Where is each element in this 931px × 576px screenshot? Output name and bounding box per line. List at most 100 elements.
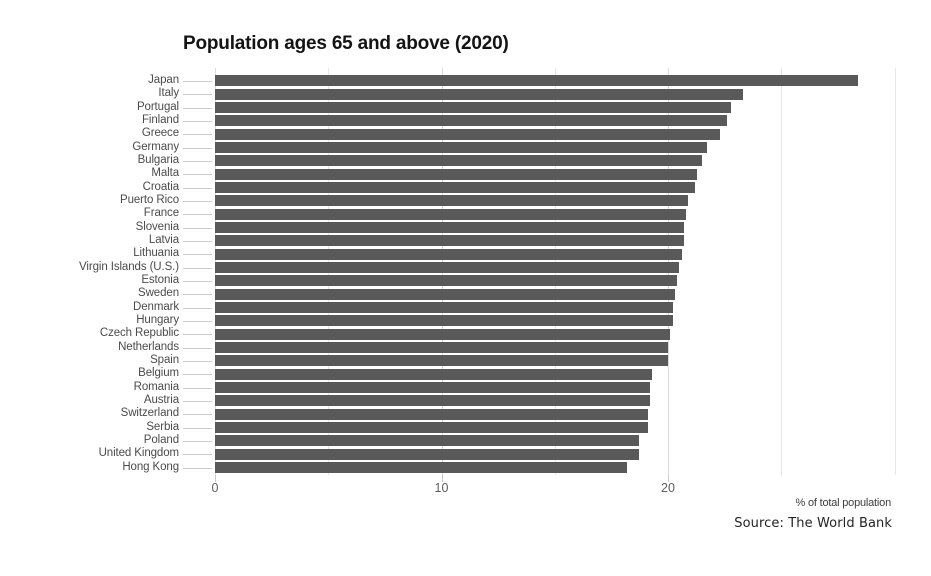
country-label: Belgium [138, 367, 179, 380]
country-label: Serbia [146, 420, 179, 433]
chart-title: Population ages 65 and above (2020) [183, 33, 509, 54]
bar [215, 235, 684, 247]
label-tick-line [183, 347, 212, 349]
bar [215, 208, 687, 220]
bar [215, 301, 673, 314]
bar [215, 421, 648, 434]
label-tick-line [183, 254, 212, 256]
label-tick-line [183, 387, 212, 389]
bar [215, 168, 698, 180]
label-tick-line [183, 134, 212, 136]
country-label: Bulgaria [137, 154, 180, 167]
plot-area: Japan Italy Portugal Finland Greece Germany Bu… [0, 68, 931, 475]
country-label: Spain [150, 354, 179, 367]
x-tick-label: 0 [211, 481, 219, 495]
bar [215, 288, 675, 300]
x-tick-mark [441, 475, 443, 482]
x-tick-label: 10 [434, 481, 449, 495]
bar [215, 315, 673, 327]
label-tick-line [183, 240, 212, 242]
country-label: Italy [158, 87, 179, 100]
bar [215, 115, 727, 127]
country-label: Poland [143, 434, 179, 447]
label-tick-line [183, 147, 212, 149]
gridline [894, 68, 896, 475]
label-tick-line [183, 360, 212, 362]
bar [215, 88, 743, 100]
label-tick-line [183, 80, 212, 82]
x-tick-label: 20 [661, 481, 675, 495]
bar [215, 141, 707, 154]
label-tick-line [183, 200, 212, 202]
country-label: Lithuania [133, 247, 179, 260]
source-note: Source: The World Bank [734, 516, 892, 531]
bar [215, 368, 653, 380]
label-tick-line [183, 267, 212, 269]
bar [215, 155, 702, 167]
label-tick-line [183, 427, 212, 429]
country-label: Netherlands [118, 340, 179, 353]
country-label: Sweden [138, 287, 179, 300]
country-label: Latvia [148, 234, 179, 247]
gridline [781, 68, 783, 475]
label-tick-line [183, 307, 212, 309]
label-tick-line [183, 227, 212, 229]
country-label: United Kingdom [98, 447, 180, 460]
label-tick-line [183, 174, 212, 176]
bar [215, 181, 696, 194]
country-label: Austria [143, 394, 179, 407]
label-tick-line [183, 414, 212, 416]
label-tick-line [183, 320, 212, 322]
bar [215, 461, 628, 474]
bar [215, 408, 648, 420]
bar [215, 275, 678, 287]
x-axis-caption: % of total population [795, 497, 892, 509]
label-tick-line [183, 187, 212, 189]
label-tick-line [183, 120, 212, 122]
label-tick-line [183, 107, 212, 109]
country-label: Virgin Islands (U.S.) [79, 260, 179, 273]
label-tick-line [183, 214, 212, 216]
x-tick-mark [668, 475, 669, 482]
country-label: Greece [141, 127, 179, 140]
bar [215, 355, 668, 367]
bar [215, 101, 732, 114]
country-label: Hong Kong [122, 460, 179, 473]
country-label: Portugal [136, 100, 179, 113]
bar [215, 435, 639, 447]
country-label: Denmark [133, 300, 179, 313]
country-label: Hungary [136, 314, 179, 327]
label-tick-line [183, 94, 212, 96]
country-label: Croatia [142, 180, 179, 193]
label-tick-line [183, 294, 212, 296]
bar [215, 248, 682, 260]
label-tick-line [183, 454, 212, 456]
label-tick-line [183, 440, 212, 442]
country-label: Malta [151, 167, 179, 180]
country-label: Romania [133, 380, 179, 393]
bar [215, 395, 650, 407]
bar [215, 75, 859, 87]
bar [215, 128, 721, 140]
country-label: Finland [141, 114, 179, 127]
bar [215, 261, 680, 274]
label-tick-line [183, 160, 212, 162]
country-label: France [143, 207, 179, 220]
bar [215, 448, 639, 460]
country-label: Switzerland [120, 407, 179, 420]
label-tick-line [183, 280, 212, 282]
bar [215, 195, 689, 207]
country-label: Japan [148, 74, 179, 87]
label-tick-line [183, 400, 212, 402]
country-label: Czech Republic [99, 327, 179, 340]
country-label: Puerto Rico [120, 194, 179, 207]
country-label: Germany [132, 140, 179, 153]
label-tick-line [183, 467, 212, 469]
label-tick-line [183, 374, 212, 376]
bar [215, 381, 650, 394]
bar [215, 328, 671, 340]
bar [215, 221, 684, 234]
country-label: Slovenia [135, 220, 179, 233]
country-label: Estonia [141, 274, 179, 287]
